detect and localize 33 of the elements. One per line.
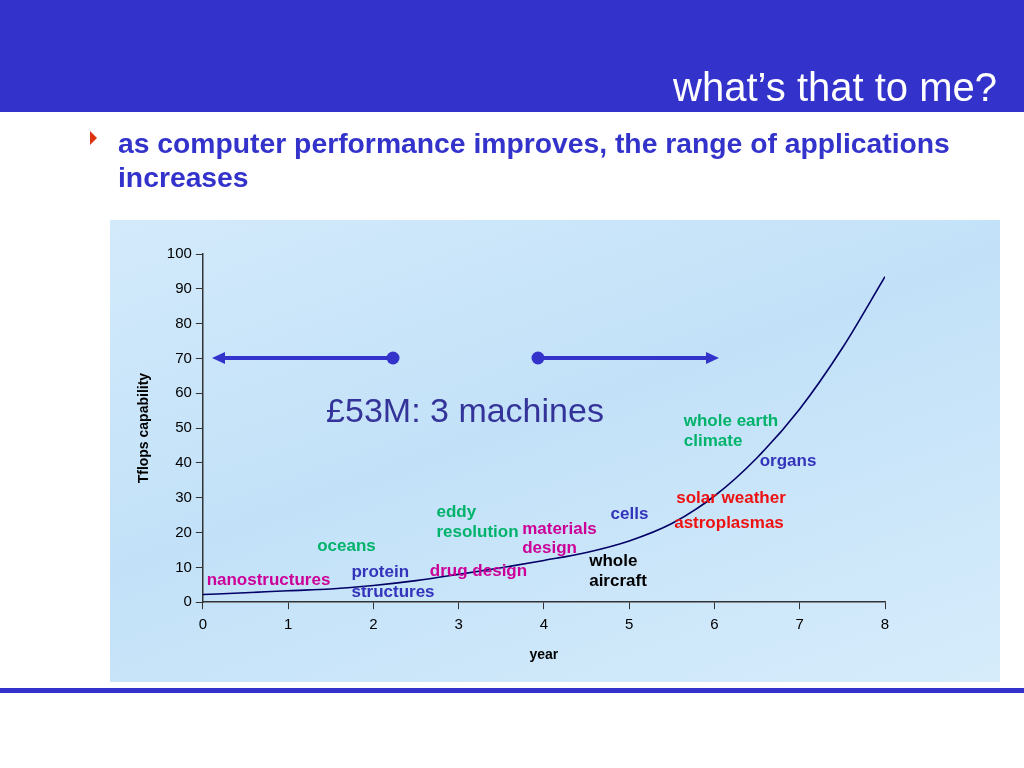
y-tick-label: 0	[183, 592, 192, 610]
annotation: oceans	[317, 535, 376, 556]
annotation: astroplasmas	[674, 512, 784, 533]
y-tick-label: 100	[166, 244, 192, 262]
y-axis-title: Tflops capability	[135, 372, 152, 484]
y-tick-label: 20	[175, 522, 192, 540]
x-tick-label: 5	[625, 615, 634, 633]
annotation: whole earth climate	[683, 411, 779, 451]
x-tick-label: 6	[710, 615, 719, 633]
x-tick-label: 7	[795, 615, 804, 633]
x-tick-label: 0	[198, 615, 207, 633]
x-tick-label: 1	[283, 615, 293, 633]
y-tick-label: 40	[175, 453, 192, 471]
annotation: organs	[759, 450, 817, 471]
annotation: £53M: 3 machines	[326, 390, 604, 430]
chart-subtitle: as computer performance improves, the range of applications increases	[118, 126, 951, 194]
y-tick-label: 30	[175, 487, 192, 505]
annotation: cells	[610, 503, 649, 524]
y-tick-label: 50	[175, 418, 192, 436]
y-tick-label: 10	[175, 557, 192, 575]
annotation: nanostructures	[206, 570, 331, 590]
annotation: eddy resolution	[436, 502, 519, 542]
x-tick-label: 4	[539, 615, 549, 633]
line-series	[202, 275, 885, 596]
y-tick-label: 80	[175, 313, 192, 331]
y-tick-label: 70	[175, 348, 192, 366]
x-tick-label: 3	[454, 615, 463, 633]
chart-title: what’s that to me?	[673, 64, 997, 111]
x-tick-label: 2	[369, 615, 378, 633]
y-tick-label: 90	[175, 278, 192, 296]
y-tick-label: 60	[175, 383, 192, 401]
x-axis-title: year	[529, 646, 559, 663]
x-tick-label: 8	[880, 615, 890, 633]
